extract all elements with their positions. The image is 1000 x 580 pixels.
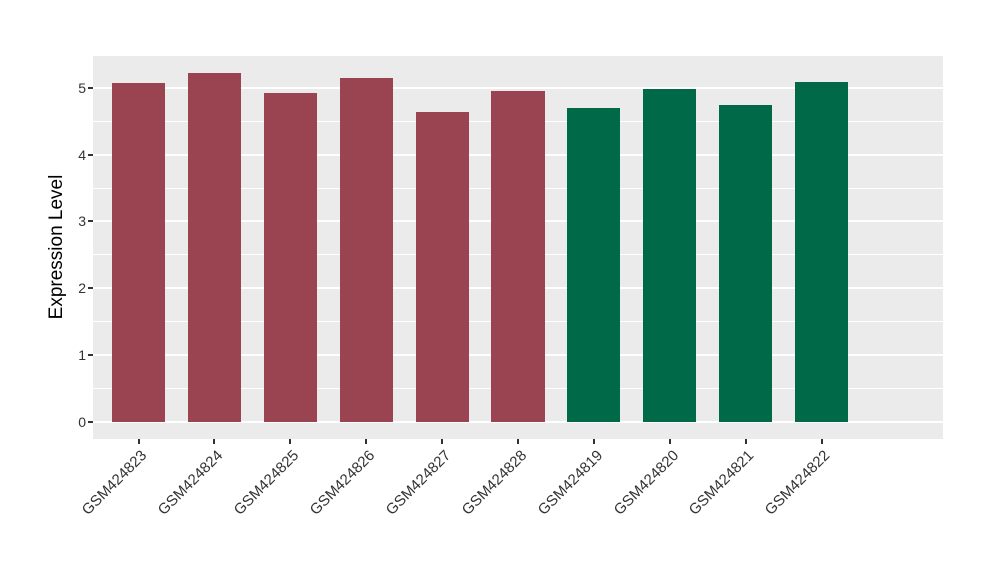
x-tick-label-text: GSM424824 — [154, 447, 227, 519]
gridline-major — [93, 87, 943, 90]
x-tick-mark — [365, 439, 368, 444]
x-tick-mark — [517, 439, 519, 444]
gridline-major — [93, 420, 943, 423]
x-tick-label-text: GSM424827 — [382, 447, 455, 519]
y-tick-label: 4 — [78, 146, 86, 163]
x-tick-label-text: GSM424823 — [78, 447, 151, 519]
x-tick-mark — [441, 439, 444, 444]
y-axis-title: Expression Level — [46, 174, 67, 320]
x-tick-mark — [820, 439, 823, 444]
y-tick-mark — [88, 353, 93, 356]
y-tick-label: 0 — [78, 413, 86, 430]
y-tick-label: 3 — [78, 213, 86, 230]
bar — [567, 108, 621, 422]
bar — [719, 105, 773, 422]
x-tick-label-text: GSM424819 — [534, 447, 606, 519]
x-tick-mark — [744, 439, 747, 444]
bar — [263, 92, 317, 422]
y-tick-mark — [88, 87, 93, 90]
bar — [111, 83, 166, 422]
y-tick-label: 5 — [78, 80, 86, 97]
y-tick-mark — [88, 287, 93, 290]
bar — [339, 78, 393, 422]
x-tick-label-text: GSM424825 — [230, 447, 303, 519]
x-tick-mark — [592, 439, 595, 444]
bar — [795, 82, 849, 422]
bar — [491, 90, 545, 422]
y-tick-mark — [88, 220, 93, 223]
bar — [415, 112, 469, 422]
x-tick-label-text: GSM424821 — [686, 447, 758, 519]
x-tick-mark — [668, 439, 671, 444]
y-tick-mark — [88, 420, 93, 423]
x-tick-mark — [213, 439, 216, 444]
chart-panel — [93, 56, 943, 439]
y-tick-label: 1 — [78, 346, 86, 363]
x-tick-mark — [137, 439, 140, 444]
x-tick-label-text: GSM424820 — [610, 447, 682, 519]
bar — [643, 88, 697, 422]
x-tick-mark — [289, 439, 292, 444]
bar — [187, 73, 241, 422]
x-tick-label-text: GSM424826 — [306, 447, 379, 519]
x-tick-label-text: GSM424828 — [458, 447, 531, 519]
y-tick-label: 2 — [78, 280, 86, 297]
y-tick-mark — [88, 153, 93, 156]
x-tick-label-text: GSM424822 — [761, 447, 834, 519]
